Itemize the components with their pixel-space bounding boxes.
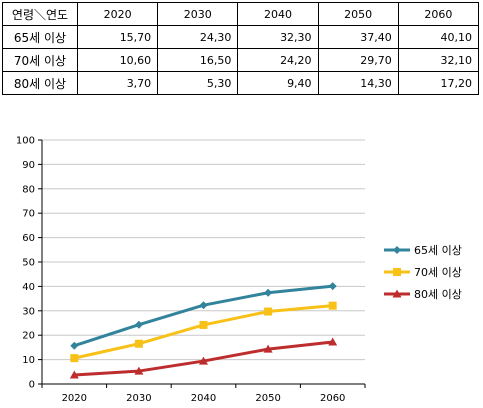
y-tick-label: 50 [22,258,35,269]
table-row: 70세 이상 10,60 16,50 24,20 29,70 32,10 [2,48,480,72]
data-point [264,307,273,316]
corner-header: 연령＼연도 [2,2,78,26]
table-cell: 32,30 [237,25,319,49]
y-tick-label: 30 [22,306,35,317]
column-header: 2040 [237,2,319,26]
table-row: 65세 이상 15,70 24,30 32,30 37,40 40,10 [2,25,480,49]
table-cell: 24,20 [237,48,319,72]
data-point [70,354,79,363]
y-tick-label: 100 [16,136,35,147]
y-tick-label: 20 [22,331,35,342]
legend-marker [393,268,401,276]
x-tick-label: 2050 [255,393,280,404]
x-tick-label: 2060 [320,393,345,404]
y-tick-label: 60 [22,233,35,244]
legend-marker [393,246,401,254]
data-point [69,370,79,379]
y-tick-label: 90 [22,160,35,171]
row-header: 65세 이상 [2,25,78,49]
data-point [328,282,337,291]
data-point [199,301,208,310]
data-table: 연령＼연도 2020 2030 2040 2050 2060 65세 이상 15… [2,2,480,95]
data-point [70,341,79,350]
legend-label: 80세 이상 [414,288,462,301]
data-point [263,344,273,353]
table-header-row: 연령＼연도 2020 2030 2040 2050 2060 [2,2,480,26]
data-point [264,288,273,297]
series-line-1 [73,284,333,348]
table-cell: 10,60 [76,48,159,72]
table-row: 80세 이상 3,70 5,30 9,40 14,30 17,20 [2,71,480,95]
y-tick-label: 10 [22,355,35,366]
data-point [134,366,144,375]
table-cell: 40,10 [397,25,480,49]
y-tick-label: 80 [22,184,35,195]
table-cell: 37,40 [317,25,399,49]
table-cell: 29,70 [317,48,399,72]
table-cell: 16,50 [157,48,239,72]
row-header: 80세 이상 [2,71,78,95]
column-header: 2020 [76,2,159,26]
legend-marker [392,289,402,298]
y-tick-label: 70 [22,209,35,220]
y-tick-label: 40 [22,282,35,293]
x-tick-label: 2030 [126,393,151,404]
table-cell: 9,40 [237,71,319,95]
data-point [199,356,208,365]
table-cell: 15,70 [76,25,159,49]
data-point [134,339,143,348]
x-tick-label: 2040 [191,393,216,404]
table-cell: 3,70 [76,71,159,95]
data-point [199,320,208,329]
data-point [134,320,143,329]
table-cell: 17,20 [397,71,480,95]
y-tick-label: 0 [29,380,35,391]
legend-label: 70세 이상 [414,266,462,279]
table-cell: 5,30 [157,71,239,95]
x-tick-label: 2020 [62,393,87,404]
legend-label: 65세 이상 [414,244,462,257]
column-header: 2060 [397,2,480,26]
data-point [328,301,337,310]
table-cell: 24,30 [157,25,239,49]
data-point [328,337,338,346]
